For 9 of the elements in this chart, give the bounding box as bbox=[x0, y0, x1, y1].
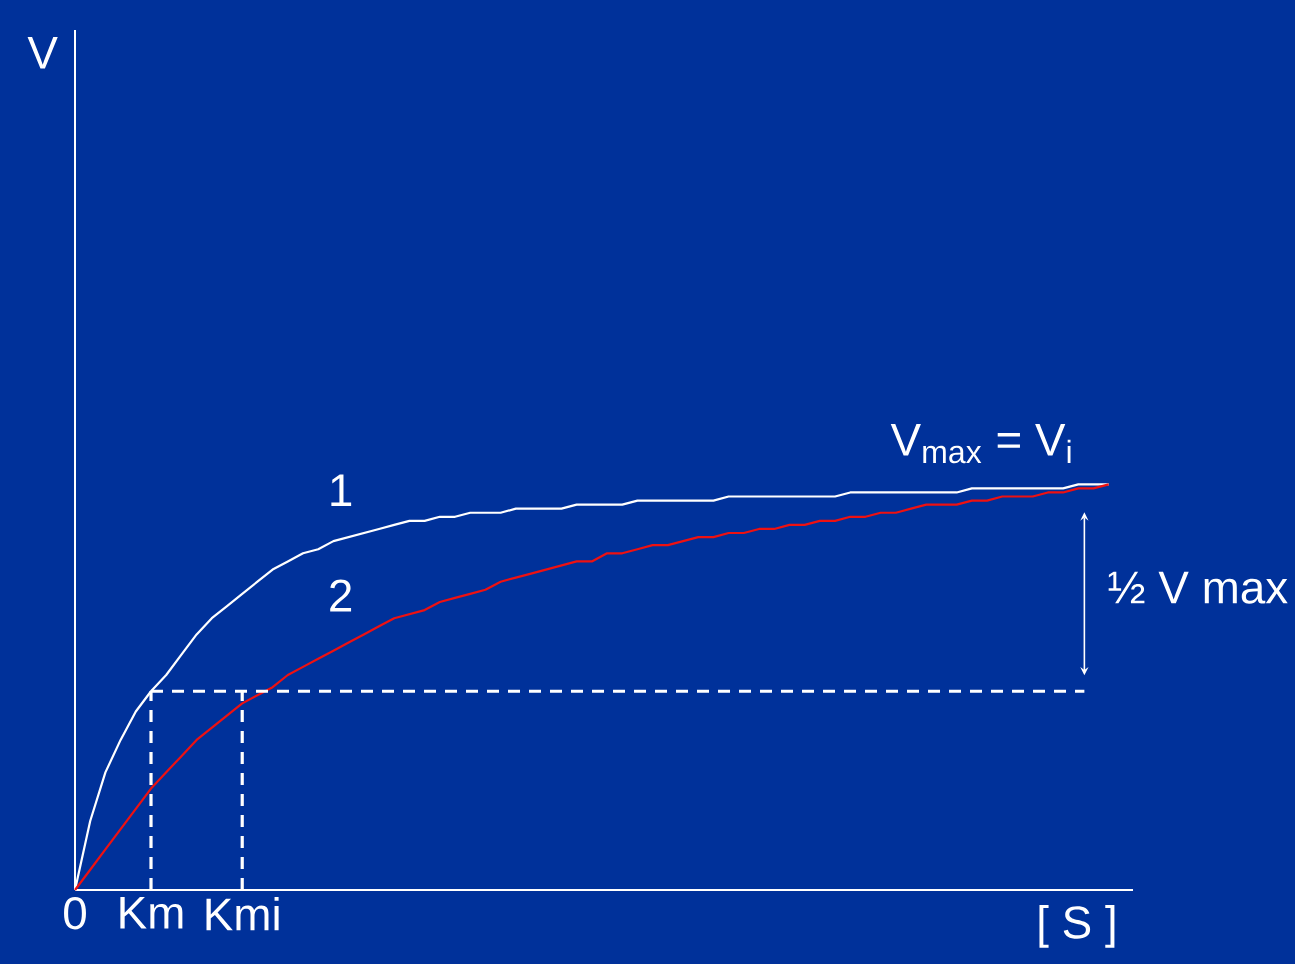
x-tick-label: 0 bbox=[64, 897, 86, 930]
x-tick-label: Km bbox=[120, 897, 183, 929]
series-label: 2 bbox=[330, 579, 352, 612]
annotation: ½ V max bbox=[1108, 571, 1288, 604]
x-tick-label: Kmi bbox=[206, 897, 279, 931]
text: V$_{max}$ = V$_{i}$ bbox=[890, 424, 1071, 464]
text: V bbox=[27, 37, 58, 69]
x-axis-title: [ S ] bbox=[1039, 905, 1115, 948]
series-label: 1 bbox=[331, 474, 352, 507]
